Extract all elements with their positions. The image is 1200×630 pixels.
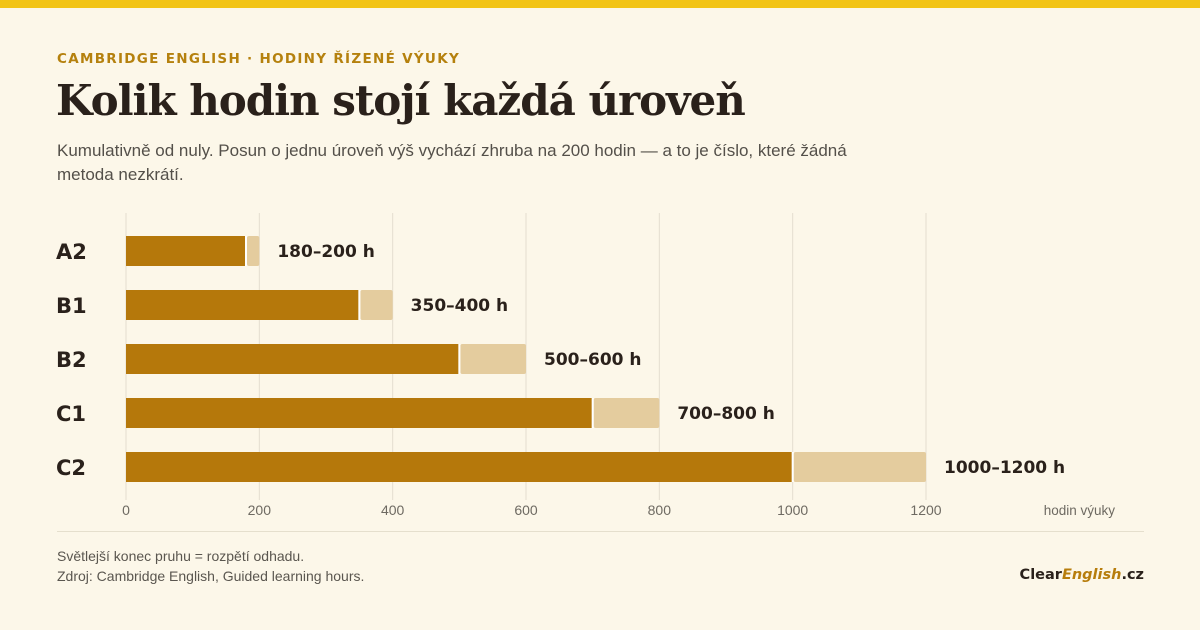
x-axis-title: hodin výuky <box>1044 503 1116 518</box>
x-tick-label: 800 <box>648 502 672 518</box>
brand-part-domain: .cz <box>1121 567 1144 583</box>
eyebrow-label: CAMBRIDGE ENGLISH · HODINY ŘÍZENÉ VÝUKY <box>57 51 461 67</box>
chart-subtitle: Kumulativně od nuly. Posun o jednu úrove… <box>57 141 847 184</box>
bar-chart: 0 200 400 600 800 1000 1200 hodin výuky A2 180–20… <box>56 213 1116 518</box>
category-label: C2 <box>56 456 86 480</box>
data-label: 1000–1200 h <box>944 458 1065 478</box>
bar-main <box>126 236 246 266</box>
data-label: 500–600 h <box>544 350 642 370</box>
category-label: A2 <box>56 240 87 264</box>
bar-range <box>247 236 260 266</box>
category-label: B1 <box>56 294 87 318</box>
x-tick-label: 600 <box>514 502 538 518</box>
data-label: 350–400 h <box>411 296 509 316</box>
x-tick-label: 400 <box>381 502 405 518</box>
top-accent-bar <box>0 0 1200 8</box>
bar-main <box>126 452 793 482</box>
bar-range <box>793 452 926 482</box>
x-tick-label: 1200 <box>910 502 941 518</box>
brand-part-clear: Clear <box>1019 567 1062 583</box>
range-note: Světlejší konec pruhu = rozpětí odhadu. <box>57 548 305 564</box>
footer-divider <box>57 531 1144 532</box>
bar-range <box>360 290 393 320</box>
x-tick-label: 1000 <box>777 502 808 518</box>
brand-part-english: English <box>1061 567 1122 583</box>
chart-title: Kolik hodin stojí každá úroveň <box>56 76 746 125</box>
bar-range <box>593 398 660 428</box>
x-tick-label: 200 <box>248 502 272 518</box>
category-label: B2 <box>56 348 87 372</box>
category-label: C1 <box>56 402 86 426</box>
bar-range <box>460 344 526 374</box>
bar-main <box>126 344 460 374</box>
brand-logo: ClearEnglish.cz <box>1020 567 1144 583</box>
bar-main <box>126 290 360 320</box>
data-label: 180–200 h <box>277 242 375 262</box>
x-tick-label: 0 <box>122 502 130 518</box>
source-note: Zdroj: Cambridge English, Guided learnin… <box>57 568 365 584</box>
data-label: 700–800 h <box>677 404 775 424</box>
bar-main <box>126 398 593 428</box>
